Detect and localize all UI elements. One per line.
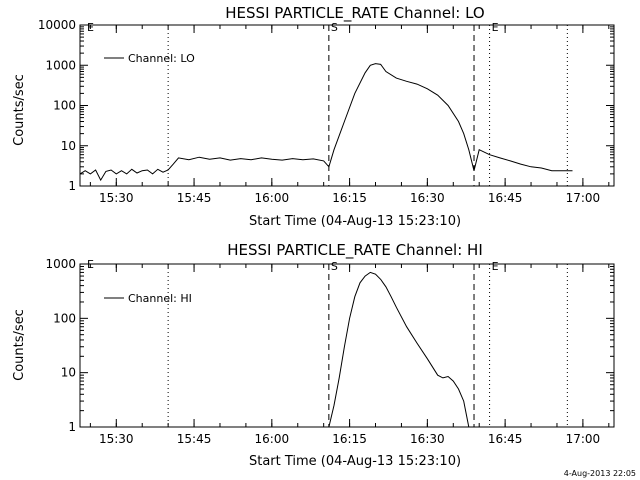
y-tick-label-lo: 1000 [45, 58, 76, 72]
x-tick-label-hi: 15:45 [177, 432, 212, 446]
chart-panel-lo: HESSI PARTICLE_RATE Channel: LO Start Ti… [12, 4, 615, 229]
marker-label-hi: S [331, 260, 338, 273]
x-tick-label-hi: 15:30 [99, 432, 134, 446]
series-line-lo [79, 63, 573, 182]
x-tick-label-lo: 16:15 [332, 191, 367, 205]
x-tick-label-lo: 15:45 [177, 191, 212, 205]
legend-label-lo: Channel: LO [128, 52, 195, 65]
y-axis-label-lo: Counts/sec [12, 74, 27, 146]
y-axis-label-hi: Counts/sec [12, 309, 27, 381]
x-tick-label-lo: 17:00 [566, 191, 601, 205]
x-tick-label-hi: 16:30 [410, 432, 445, 446]
series-line-hi [328, 271, 470, 428]
plot-frame-lo [79, 24, 615, 187]
x-tick-label-lo: 15:30 [99, 191, 134, 205]
x-tick-label-lo: 16:45 [488, 191, 523, 205]
y-tick-label-lo: 10000 [38, 18, 76, 32]
y-tick-label-hi: 100 [53, 311, 76, 325]
chart-title-lo: HESSI PARTICLE_RATE Channel: LO [225, 4, 484, 23]
timestamp-footer: 4-Aug-2013 22:05 [564, 469, 636, 478]
y-tick-label-lo: 10 [61, 139, 76, 153]
x-axis-label-hi: Start Time (04-Aug-13 15:23:10) [249, 454, 461, 469]
y-tick-label-lo: 100 [53, 99, 76, 113]
y-tick-label-hi: 1 [68, 420, 76, 434]
x-tick-label-hi: 16:45 [488, 432, 523, 446]
x-tick-label-hi: 16:00 [255, 432, 290, 446]
marker-label-hi: E [492, 260, 499, 273]
legend-label-hi: Channel: HI [128, 292, 192, 305]
y-tick-label-hi: 1000 [45, 257, 76, 271]
y-tick-label-hi: 10 [61, 366, 76, 380]
chart-panel-hi: HESSI PARTICLE_RATE Channel: HI Start Ti… [12, 241, 615, 469]
marker-label-lo: E [492, 21, 499, 34]
y-tick-label-lo: 1 [68, 179, 76, 193]
x-tick-label-hi: 17:00 [566, 432, 601, 446]
chart-title-hi: HESSI PARTICLE_RATE Channel: HI [227, 241, 483, 260]
x-axis-label-lo: Start Time (04-Aug-13 15:23:10) [249, 214, 461, 229]
x-tick-label-lo: 16:30 [410, 191, 445, 205]
x-tick-label-lo: 16:00 [255, 191, 290, 205]
marker-label-lo: S [331, 21, 338, 34]
x-tick-label-hi: 16:15 [332, 432, 367, 446]
plot-frame-hi [79, 263, 615, 428]
